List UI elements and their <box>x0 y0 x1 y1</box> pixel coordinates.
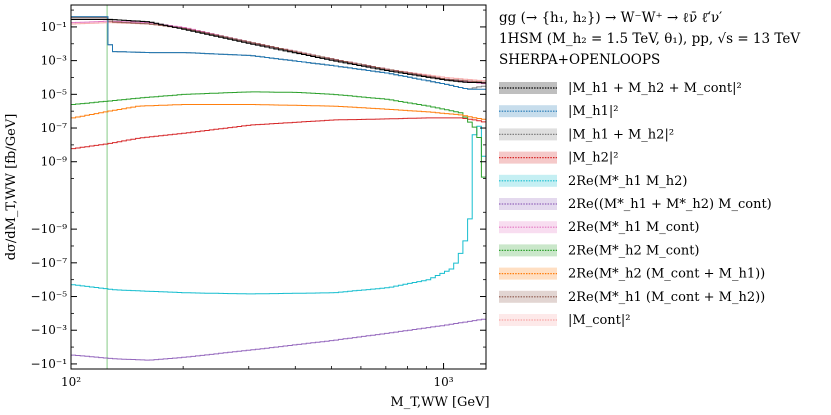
legend-swatch-band <box>499 128 557 141</box>
series-line-0 <box>71 18 486 85</box>
x-axis-label: M_T,WW [GeV] <box>390 395 489 410</box>
legend-entry-label: 2Re(M*_h2 (M_cont + M_h1)) <box>568 267 765 282</box>
legend-entry-label: |M_h1 + M_h2|² <box>568 127 674 142</box>
legend-swatch-band <box>499 198 557 210</box>
legend-entry-label: 2Re(M*_h1 M_h2) <box>568 174 687 189</box>
legend-swatch-band <box>499 105 557 118</box>
series-line-5 <box>71 318 486 361</box>
legend-title-line-2: SHERPA+OPENLOOPS <box>499 52 660 68</box>
y-tick-label: −10⁻⁷ <box>31 256 68 270</box>
legend-entry-label: |M_h2|² <box>568 151 618 166</box>
y-tick-label: −10⁻³ <box>31 323 68 337</box>
legend-swatch-band <box>499 82 557 94</box>
legend-entry-label: 2Re(M*_h1 M_cont) <box>568 220 700 235</box>
series-line-7 <box>71 91 486 263</box>
axis-ticks: 10² 10³ 10⁻¹ 10⁻³ 10⁻⁵ 10⁻⁷ 10⁻⁹ −10⁻⁹ −10⁻⁷ −10⁻… <box>31 5 486 389</box>
legend-entry-label: 2Re(M*_h2 M_cont) <box>568 243 700 258</box>
series-line-8 <box>71 104 486 120</box>
y-tick-label: −10⁻⁹ <box>31 222 68 236</box>
y-tick-label: 10⁻⁵ <box>41 87 68 101</box>
series-line-1 <box>71 16 486 90</box>
legend-swatch-band <box>499 244 557 257</box>
legend-swatch-band <box>499 290 557 303</box>
series-line-3 <box>71 117 486 150</box>
legend-entry-label: |M_cont|² <box>568 313 631 328</box>
legend-swatch-band <box>499 314 557 326</box>
series-layer <box>71 16 486 361</box>
x-tick-label: 10³ <box>434 375 454 389</box>
y-tick-label: 10⁻⁷ <box>41 121 68 135</box>
y-tick-label: −10⁻¹ <box>31 357 67 371</box>
legend-title-line-0: gg (→ {h₁, h₂}) → W⁻W⁺ → ℓν̄ ℓ̄′ν′ <box>499 10 722 26</box>
y-tick-label: 10⁻⁹ <box>41 155 68 169</box>
legend-swatch-band <box>499 174 557 187</box>
legend-entry-label: 2Re(M*_h1 (M_cont + M_h2)) <box>568 290 765 305</box>
y-tick-label: 10⁻³ <box>41 54 68 68</box>
series-line-2 <box>71 16 486 90</box>
series-line-9 <box>71 17 486 83</box>
legend-entry-label: 2Re((M*_h1 + M*_h2) M_cont) <box>568 197 772 212</box>
legend-swatch-band <box>499 151 557 164</box>
series-line-4 <box>71 125 486 295</box>
plot-frame <box>70 4 487 370</box>
legend-entry-label: |M_h1|² <box>568 104 618 119</box>
legend-swatch-band <box>499 221 557 234</box>
legend-entry-label: |M_h1 + M_h2 + M_cont|² <box>568 81 742 96</box>
y-axis-label: dσ/dM_T,WW [fb/GeV] <box>4 114 19 261</box>
y-tick-label: 10⁻¹ <box>41 20 67 34</box>
y-tick-label: −10⁻⁵ <box>31 290 68 304</box>
x-tick-label: 10² <box>61 375 81 389</box>
legend: gg (→ {h₁, h₂}) → W⁻W⁺ → ℓν̄ ℓ̄′ν′ 1HSM (… <box>499 10 800 328</box>
legend-swatch-band <box>499 267 557 280</box>
legend-title-line-1: 1HSM (M_h₂ = 1.5 TeV, θ₁), pp, √s = 13 T… <box>499 31 800 47</box>
